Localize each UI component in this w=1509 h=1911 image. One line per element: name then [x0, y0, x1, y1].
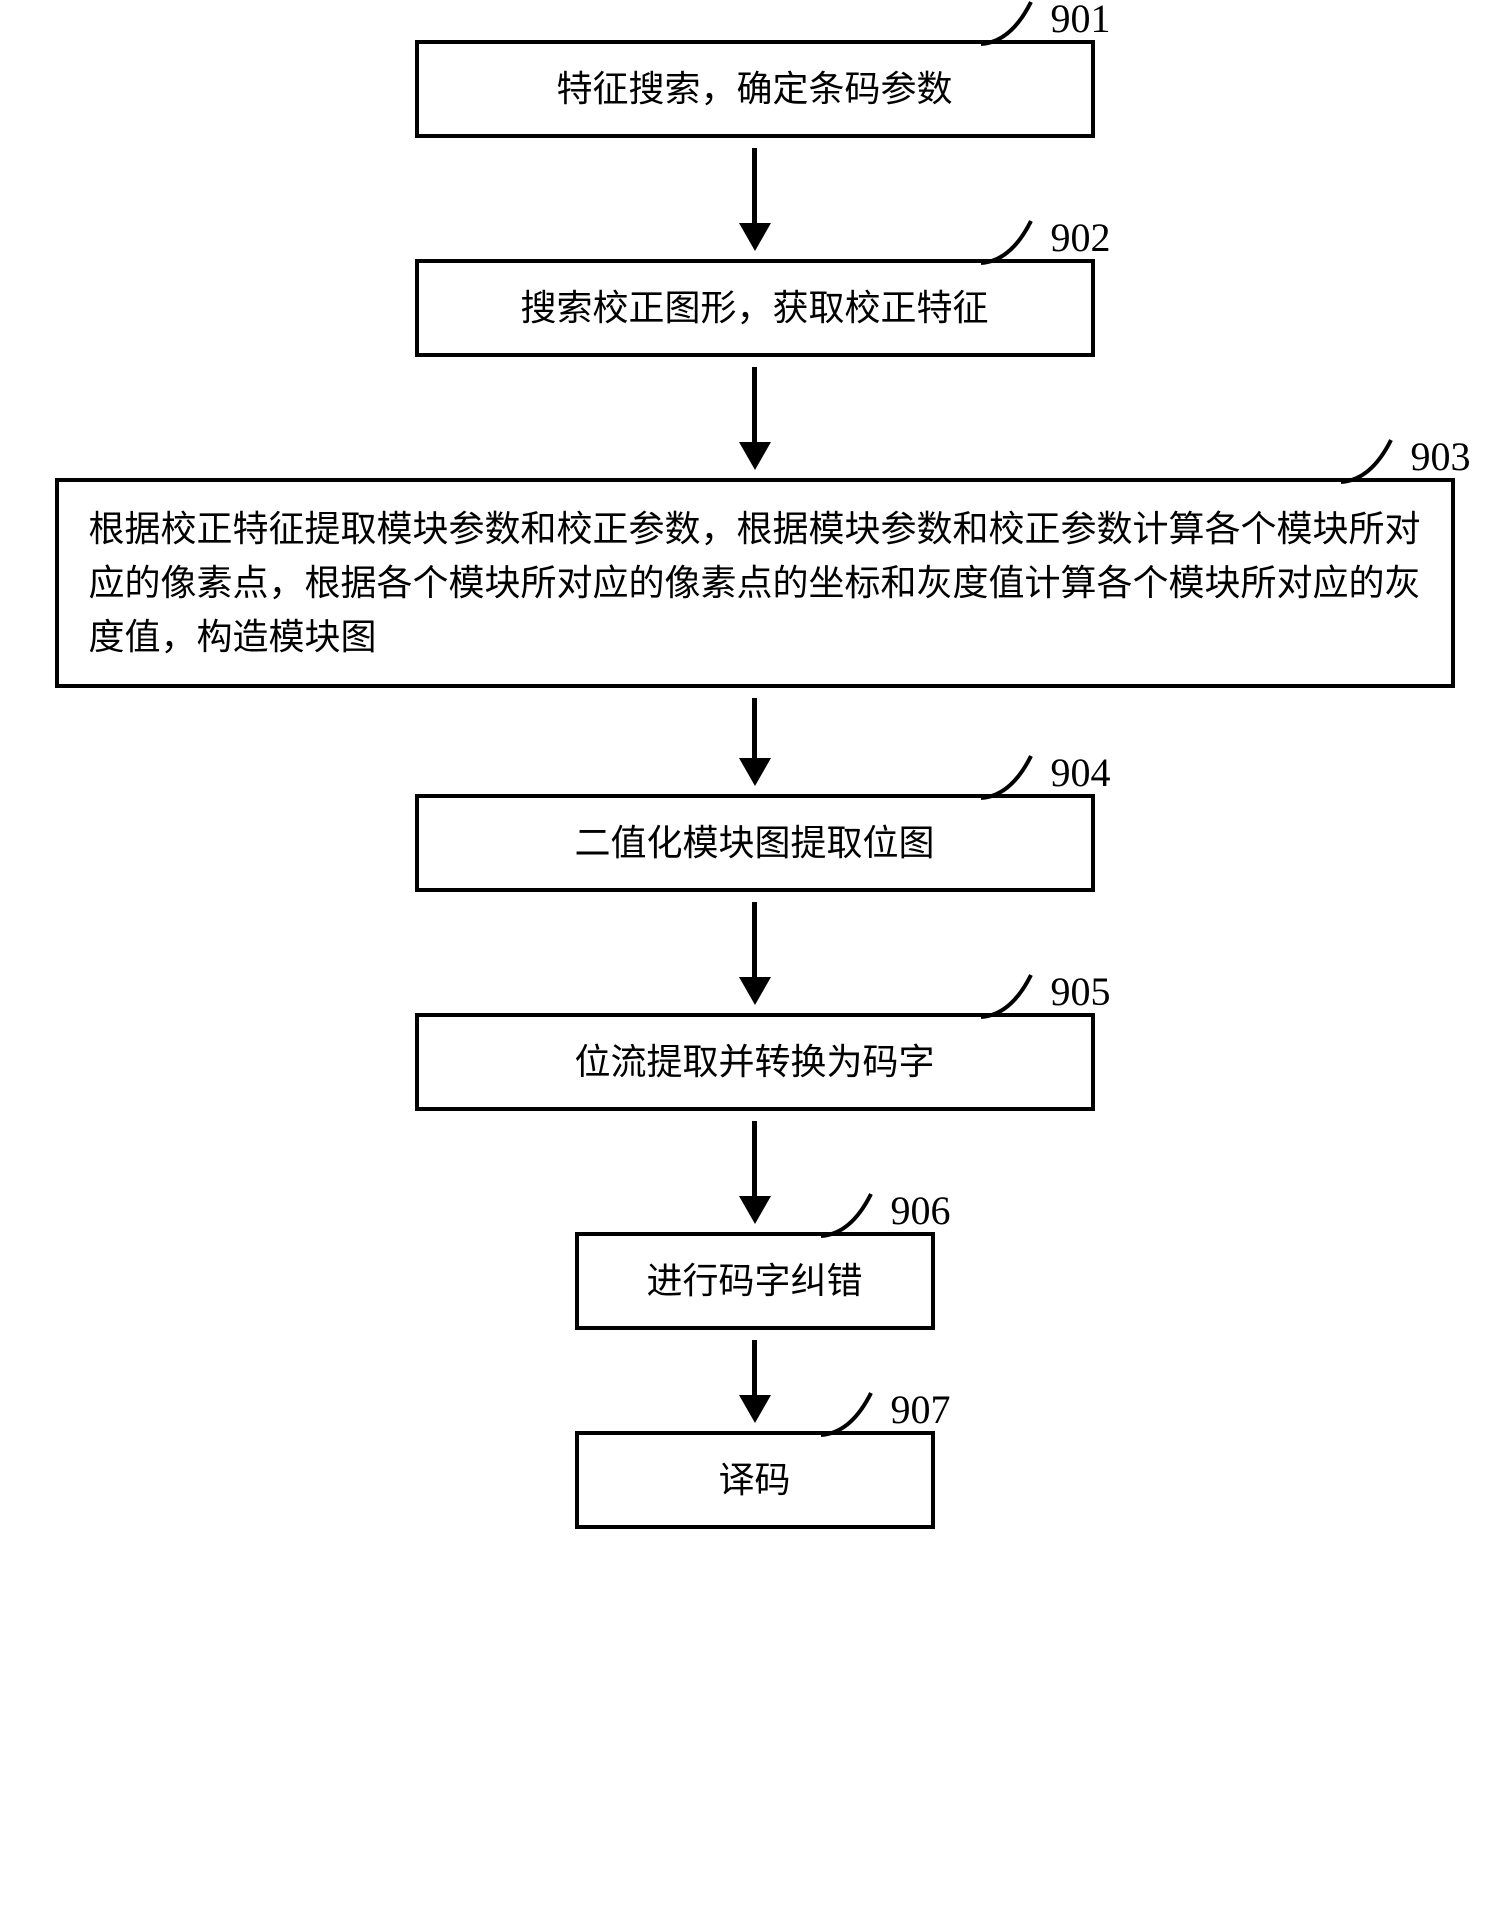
arrow-icon	[739, 902, 771, 1005]
pointer-icon	[816, 1186, 886, 1241]
step-container-905: 905 位流提取并转换为码字	[55, 1013, 1455, 1232]
step-container-904: 904 二值化模块图提取位图	[55, 794, 1455, 1013]
pointer-icon	[1336, 432, 1406, 487]
step-text: 搜索校正图形，获取校正特征	[520, 288, 988, 328]
step-container-906: 906 进行码字纠错	[55, 1232, 1455, 1431]
pointer-icon	[976, 0, 1046, 49]
step-label-905: 905	[976, 962, 1111, 1022]
step-label-901: 901	[976, 0, 1111, 49]
step-number: 901	[1051, 0, 1111, 49]
arrow-icon	[739, 1340, 771, 1423]
step-box-905: 905 位流提取并转换为码字	[415, 1013, 1095, 1111]
step-number: 902	[1051, 208, 1111, 268]
step-text: 二值化模块图提取位图	[574, 823, 934, 863]
arrow-icon	[739, 1121, 771, 1224]
step-number: 907	[891, 1380, 951, 1440]
step-label-906: 906	[816, 1181, 951, 1241]
step-number: 906	[891, 1181, 951, 1241]
step-text: 特征搜索，确定条码参数	[556, 69, 952, 109]
step-container-903: 903 根据校正特征提取模块参数和校正参数，根据模块参数和校正参数计算各个模块所…	[55, 478, 1455, 794]
step-box-901: 901 特征搜索，确定条码参数	[415, 40, 1095, 138]
arrow-icon	[739, 367, 771, 470]
step-box-906: 906 进行码字纠错	[575, 1232, 935, 1330]
step-text: 进行码字纠错	[646, 1261, 862, 1301]
pointer-icon	[976, 213, 1046, 268]
pointer-icon	[976, 748, 1046, 803]
step-container-902: 902 搜索校正图形，获取校正特征	[55, 259, 1455, 478]
pointer-icon	[816, 1385, 886, 1440]
step-box-904: 904 二值化模块图提取位图	[415, 794, 1095, 892]
pointer-icon	[976, 967, 1046, 1022]
step-container-901: 901 特征搜索，确定条码参数	[55, 40, 1455, 259]
flowchart-container: 901 特征搜索，确定条码参数 902 搜索校正图形，获取校正特征	[55, 40, 1455, 1529]
step-label-904: 904	[976, 743, 1111, 803]
step-label-902: 902	[976, 208, 1111, 268]
step-container-907: 907 译码	[55, 1431, 1455, 1529]
step-text: 译码	[718, 1460, 790, 1500]
step-number: 904	[1051, 743, 1111, 803]
step-box-907: 907 译码	[575, 1431, 935, 1529]
step-label-903: 903	[1336, 427, 1471, 487]
arrow-icon	[739, 148, 771, 251]
step-text: 位流提取并转换为码字	[574, 1042, 934, 1082]
step-label-907: 907	[816, 1380, 951, 1440]
step-box-902: 902 搜索校正图形，获取校正特征	[415, 259, 1095, 357]
step-number: 905	[1051, 962, 1111, 1022]
step-number: 903	[1411, 427, 1471, 487]
step-text: 根据校正特征提取模块参数和校正参数，根据模块参数和校正参数计算各个模块所对应的像…	[89, 509, 1421, 657]
step-box-903: 903 根据校正特征提取模块参数和校正参数，根据模块参数和校正参数计算各个模块所…	[55, 478, 1455, 688]
arrow-icon	[739, 698, 771, 786]
